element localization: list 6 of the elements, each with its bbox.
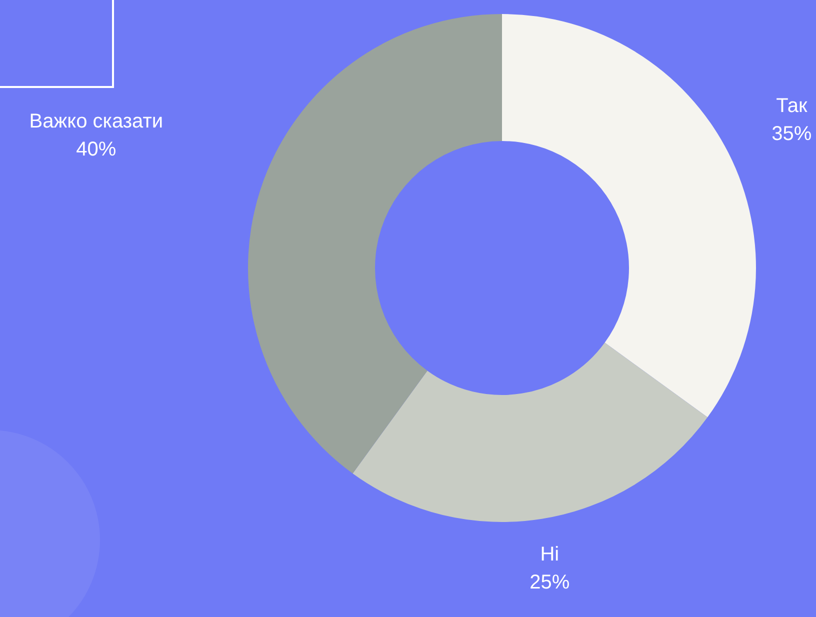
data-label: 35% [772, 122, 812, 145]
slice-label: Ні [540, 544, 560, 566]
slice-label: Так [776, 94, 808, 117]
slice-label: Важко сказати [29, 110, 164, 133]
data-label: 40% [76, 138, 116, 161]
data-label: 25% [530, 572, 570, 594]
